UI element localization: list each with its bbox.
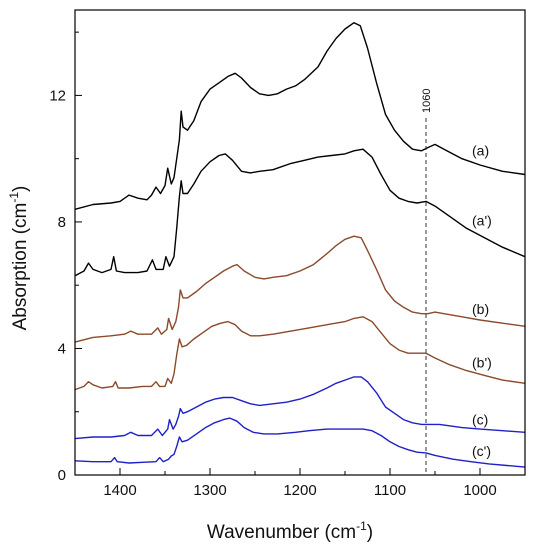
x-tick-label: 1100: [374, 482, 406, 499]
series-line-5: [74, 417, 526, 468]
y-tick-label: 8: [58, 214, 66, 231]
x-tick-label: 1200: [283, 482, 316, 499]
series-line-0: [74, 22, 526, 210]
y-tick-label: 12: [49, 87, 66, 104]
series-label-3: (b'): [472, 355, 492, 371]
y-axis-title: Absorption (cm-1): [7, 186, 31, 331]
x-axis-title: Wavenumber (cm-1): [207, 519, 373, 543]
x-axis: 1400 1300 1200 1100 1000: [74, 468, 526, 499]
x-tick-label: 1400: [103, 482, 136, 499]
series-line-2: [74, 235, 526, 343]
x-tick-label: 1300: [193, 482, 226, 499]
series-lines: [74, 22, 526, 468]
x-tick-label: 1000: [463, 482, 496, 499]
y-tick-label: 4: [58, 340, 66, 357]
series-line-3: [74, 316, 526, 391]
series-label-0: (a): [472, 143, 489, 159]
series-label-5: (c'): [472, 443, 491, 459]
series-label-2: (b): [472, 301, 489, 317]
series-label-1: (a'): [472, 212, 492, 228]
series-labels: (a) (a') (b) (b') (c) (c'): [472, 143, 492, 460]
series-line-1: [74, 148, 526, 277]
series-line-4: [74, 376, 526, 440]
series-label-4: (c): [472, 412, 488, 428]
y-axis: 0 4 8 12: [49, 31, 82, 484]
annotation-label-1060: 1060: [421, 89, 433, 113]
plot-frame: [74, 9, 526, 476]
y-tick-label: 0: [58, 467, 66, 484]
